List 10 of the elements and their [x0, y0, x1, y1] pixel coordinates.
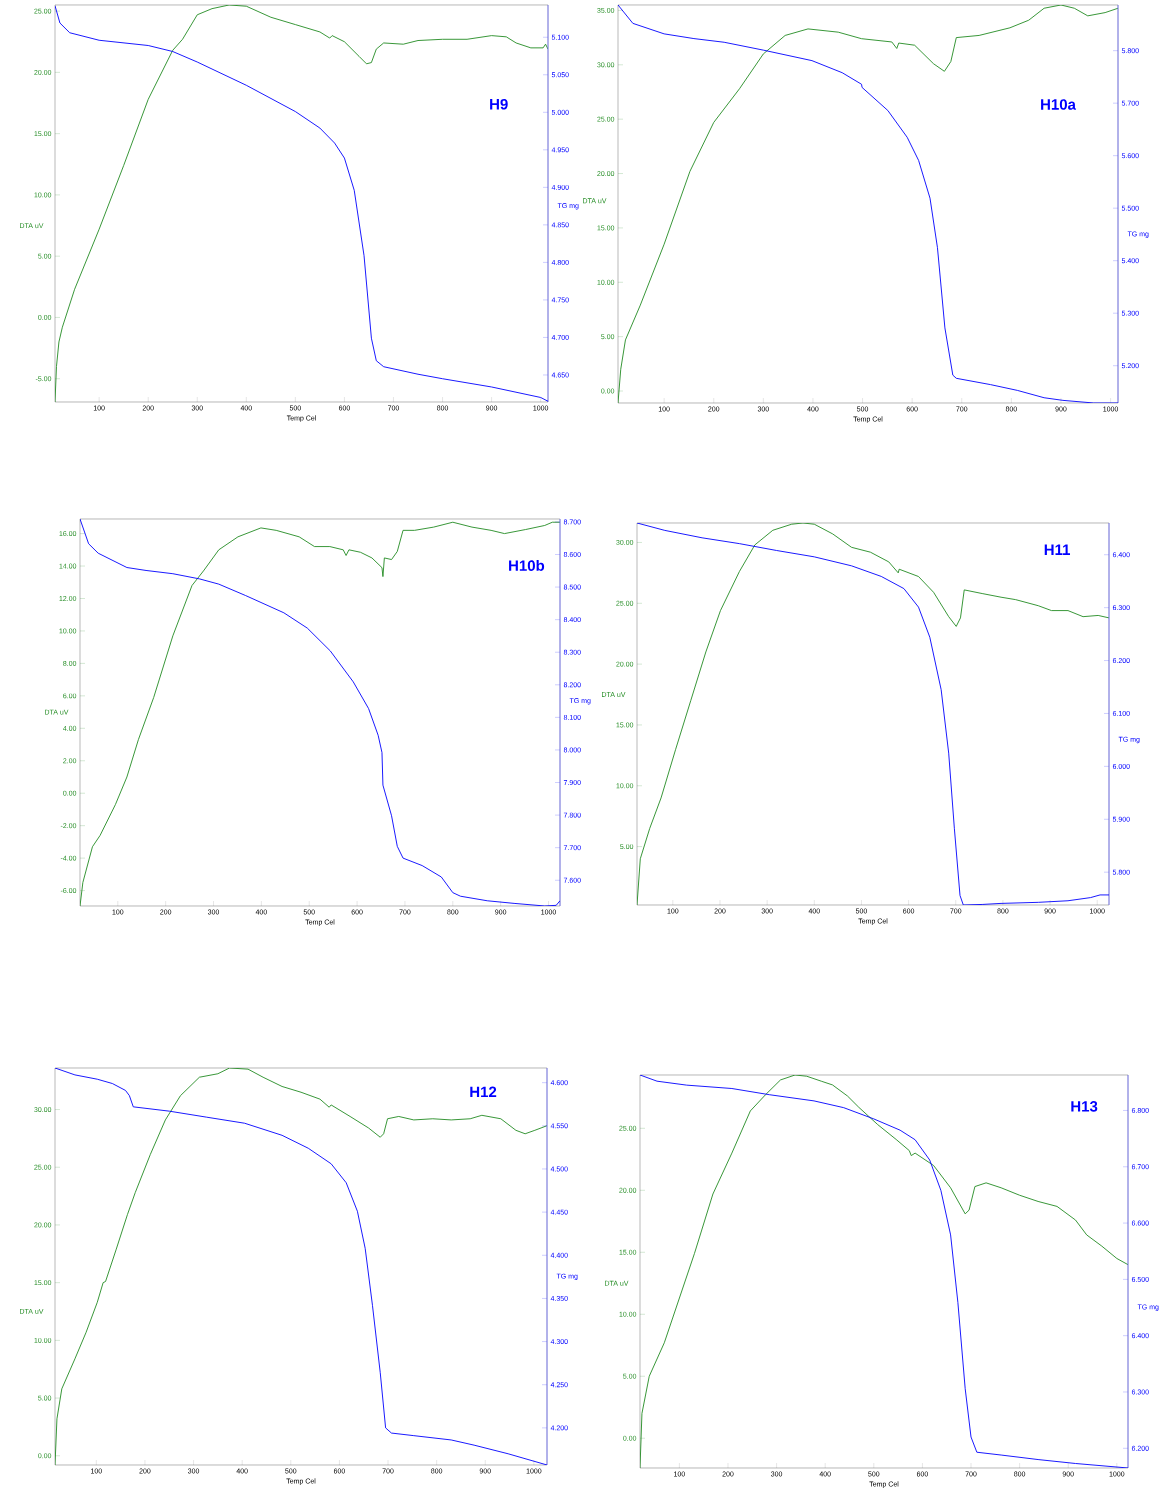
- text: H10a: [1041, 99, 1077, 110]
- text: H11: [1044, 544, 1071, 555]
- text: H12: [470, 1086, 497, 1098]
- text: H9: [490, 98, 508, 110]
- line-series: [618, 4, 1119, 403]
- line-series: [637, 522, 1110, 905]
- text: H13: [1071, 1101, 1098, 1112]
- line-series: [55, 1067, 548, 1465]
- line-series: [55, 4, 548, 402]
- text: H10b: [509, 559, 545, 571]
